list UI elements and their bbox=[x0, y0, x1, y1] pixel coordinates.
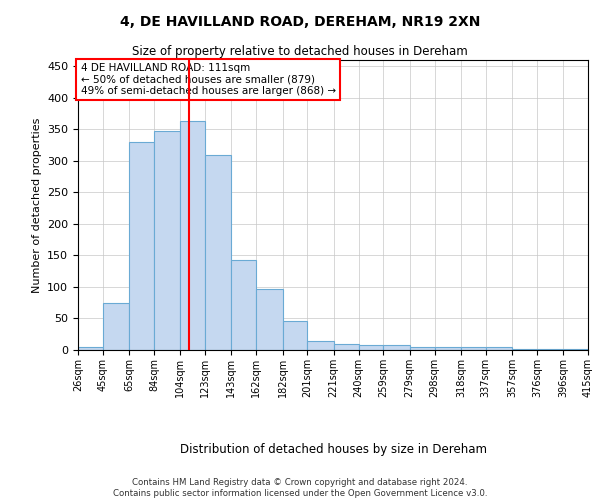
Bar bbox=[154, 130, 180, 350]
Bar bbox=[129, 142, 154, 350]
Bar bbox=[103, 302, 129, 350]
Text: 4, DE HAVILLAND ROAD, DEREHAM, NR19 2XN: 4, DE HAVILLAND ROAD, DEREHAM, NR19 2XN bbox=[120, 15, 480, 29]
Bar bbox=[434, 347, 461, 350]
Text: Contains HM Land Registry data © Crown copyright and database right 2024.
Contai: Contains HM Land Registry data © Crown c… bbox=[113, 478, 487, 498]
Bar bbox=[334, 344, 359, 350]
Bar bbox=[512, 348, 537, 350]
Y-axis label: Number of detached properties: Number of detached properties bbox=[32, 118, 41, 292]
Bar bbox=[383, 345, 410, 350]
Text: 4 DE HAVILLAND ROAD: 111sqm
← 50% of detached houses are smaller (879)
49% of se: 4 DE HAVILLAND ROAD: 111sqm ← 50% of det… bbox=[80, 63, 335, 96]
Bar bbox=[359, 345, 383, 350]
Bar bbox=[232, 260, 256, 350]
Bar bbox=[307, 340, 334, 350]
Bar bbox=[461, 348, 486, 350]
Bar bbox=[256, 289, 283, 350]
Bar bbox=[283, 321, 307, 350]
Bar bbox=[78, 347, 103, 350]
Bar bbox=[410, 347, 434, 350]
Text: Size of property relative to detached houses in Dereham: Size of property relative to detached ho… bbox=[132, 45, 468, 58]
Text: Distribution of detached houses by size in Dereham: Distribution of detached houses by size … bbox=[179, 442, 487, 456]
Bar bbox=[486, 348, 512, 350]
Bar bbox=[180, 121, 205, 350]
Bar bbox=[205, 154, 232, 350]
